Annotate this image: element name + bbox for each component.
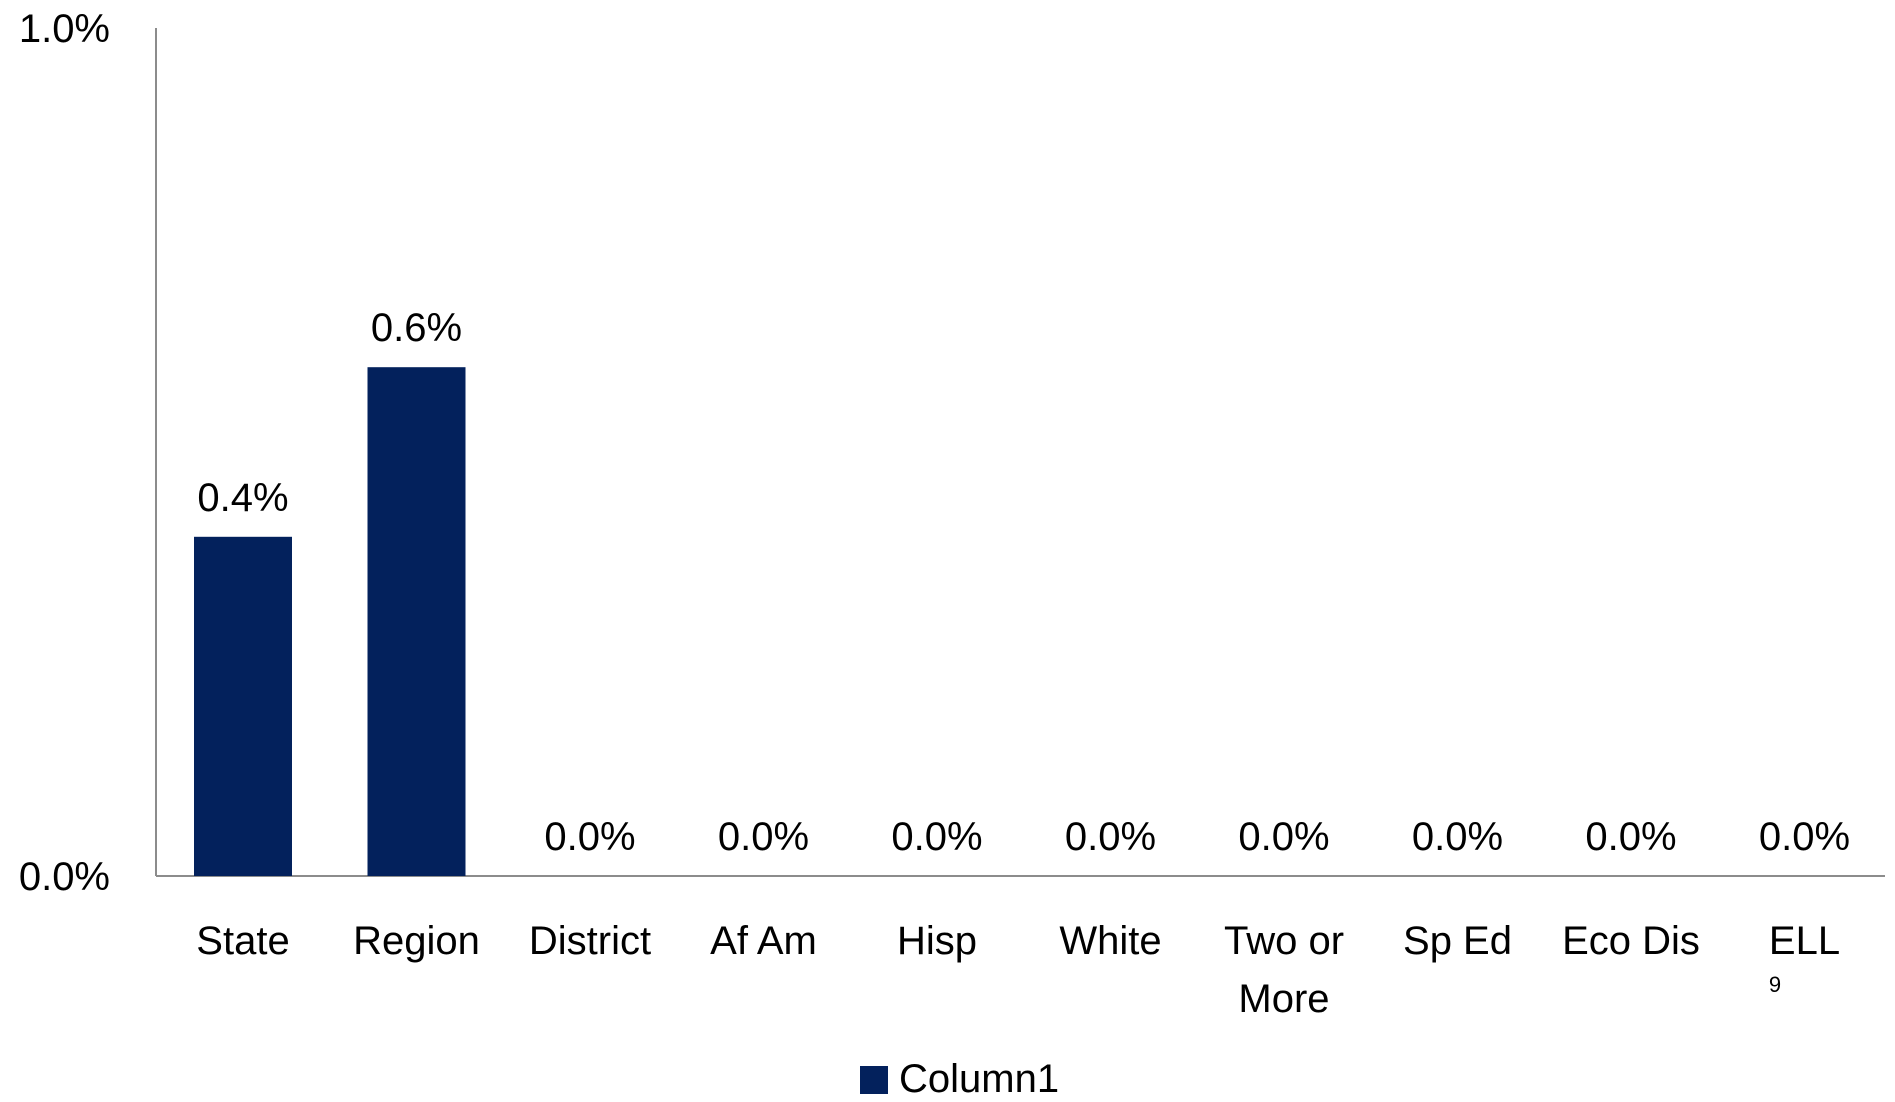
labels: 0.4% State 0.6% Region 0.0% District 0.0% Af Am… (196, 306, 1850, 1021)
y-tick-label: 1.0% (19, 7, 110, 51)
data-label: 0.0% (1238, 815, 1329, 859)
data-label: 0.6% (371, 306, 462, 350)
bars (194, 367, 466, 876)
category-label: ELL (1769, 919, 1840, 963)
category-label: Af Am (710, 919, 817, 963)
category-label: Sp Ed (1403, 919, 1512, 963)
category-label: Hisp (897, 919, 977, 963)
category-label: Two or More (1224, 919, 1344, 1021)
bar (194, 536, 292, 876)
data-label: 0.0% (1759, 815, 1850, 859)
category-label: Eco Dis (1562, 919, 1700, 963)
data-label: 0.0% (544, 815, 635, 859)
data-label: 0.0% (1412, 815, 1503, 859)
data-label: 0.4% (197, 476, 288, 520)
axes: 0.0% 1.0% (19, 7, 1885, 899)
legend-label: Column1 (899, 1057, 1059, 1097)
category-label: White (1059, 919, 1161, 963)
category-label: State (196, 919, 289, 963)
legend: Column1 (860, 1057, 1059, 1101)
y-tick-label: 0.0% (19, 855, 110, 899)
footnote-text: 9 (1769, 972, 1781, 997)
category-label: Region (353, 919, 480, 963)
data-label: 0.0% (718, 815, 809, 859)
category-label: District (529, 919, 651, 963)
legend-swatch (860, 1066, 888, 1094)
bar (367, 367, 466, 876)
data-label: 0.0% (891, 815, 982, 859)
data-label: 0.0% (1585, 815, 1676, 859)
data-label: 0.0% (1065, 815, 1156, 859)
